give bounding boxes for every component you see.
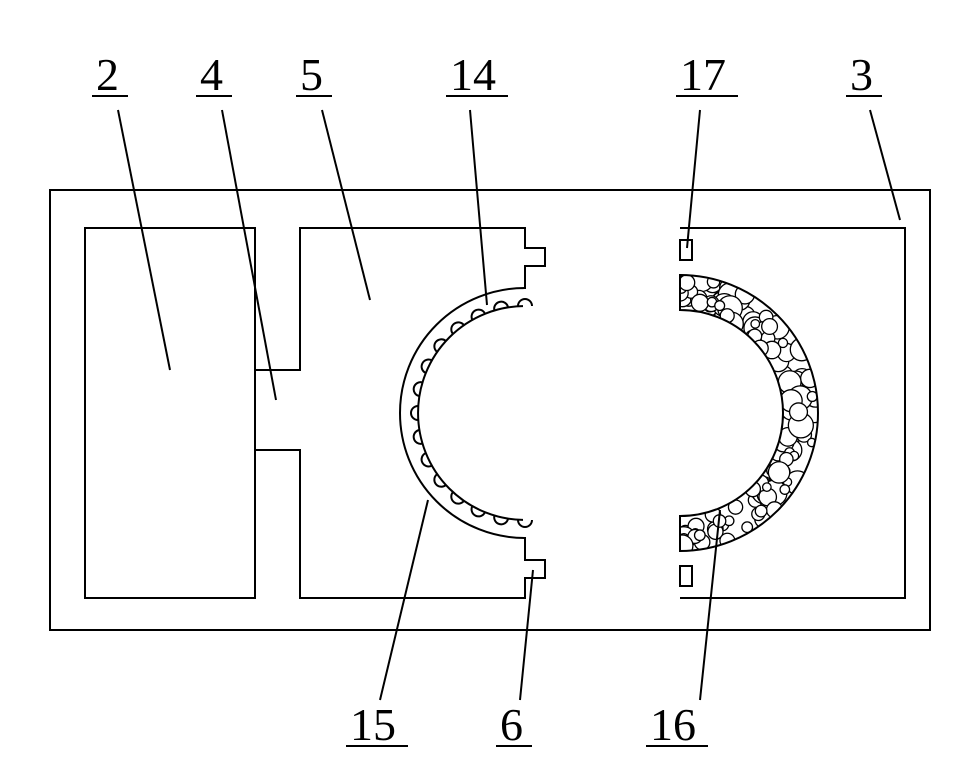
tab-6-1	[525, 560, 545, 578]
label-15: 15	[350, 699, 396, 750]
label-4: 4	[200, 49, 223, 100]
slot-17-0	[680, 240, 692, 260]
label-14: 14	[450, 49, 496, 100]
tab-6-0	[525, 248, 545, 266]
slot-17-1	[680, 566, 692, 586]
label-6: 6	[500, 699, 523, 750]
label-2: 2	[96, 49, 119, 100]
label-17: 17	[680, 49, 726, 100]
block-2	[85, 228, 255, 598]
label-5: 5	[300, 49, 323, 100]
connector-4	[255, 370, 300, 450]
label-3: 3	[850, 49, 873, 100]
label-16: 16	[650, 699, 696, 750]
